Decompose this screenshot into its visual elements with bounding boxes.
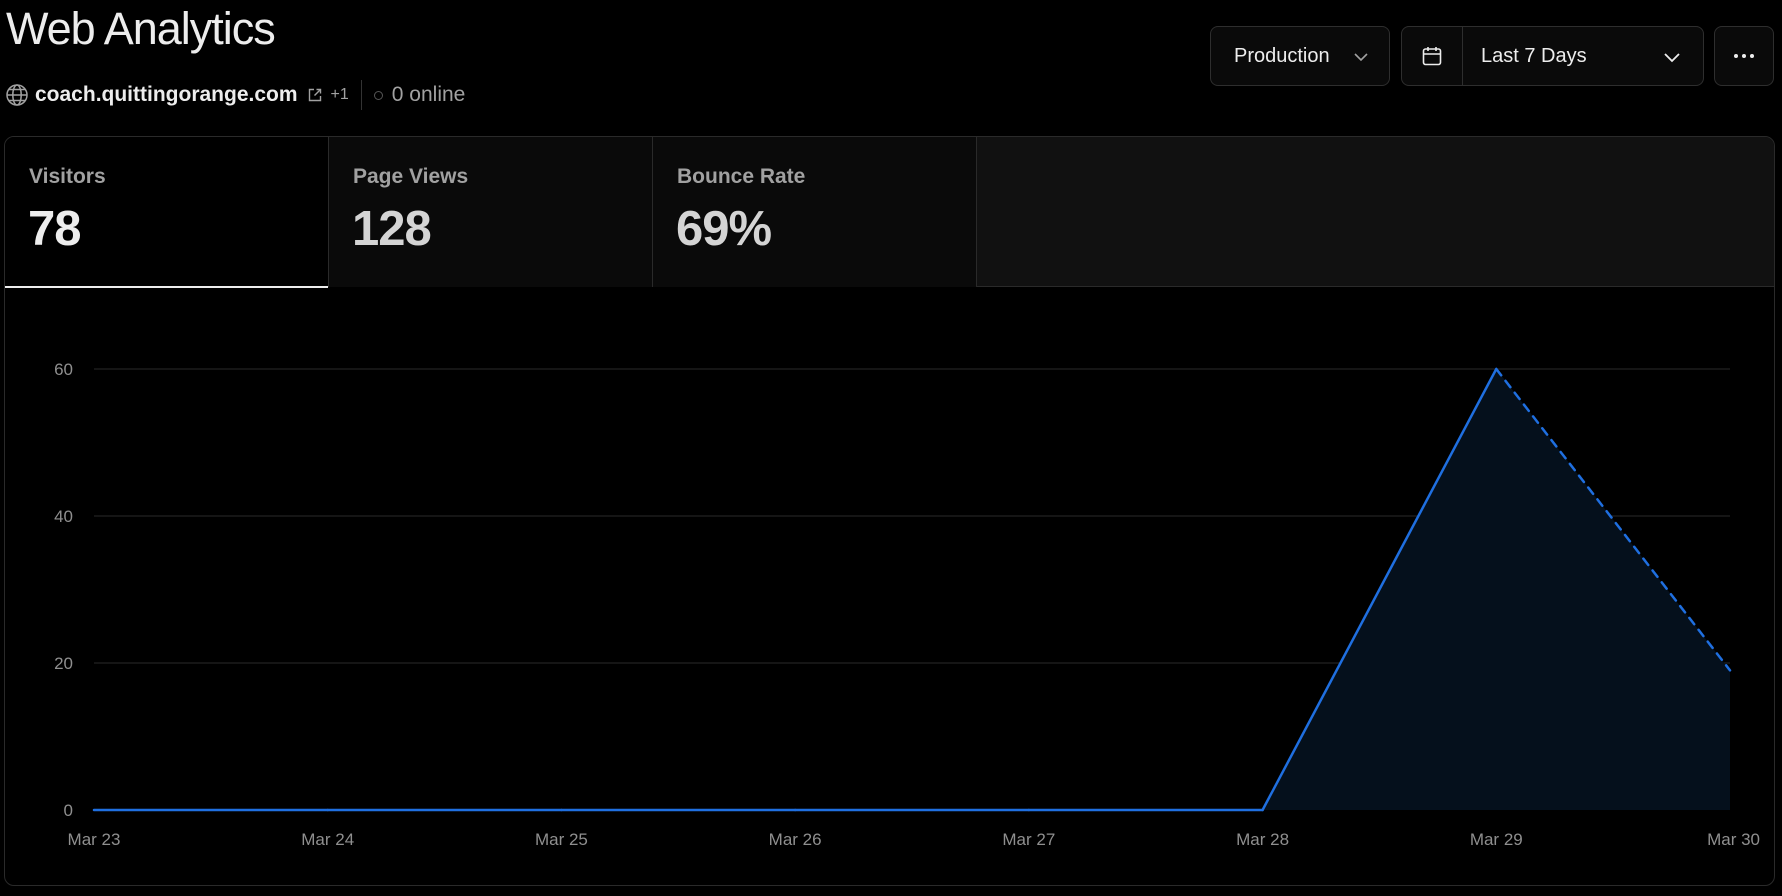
x-tick-label: Mar 27 [1002,830,1055,849]
external-link-icon[interactable] [307,87,323,103]
date-range-select[interactable]: Last 7 Days [1401,26,1704,86]
metric-value: 69% [676,202,772,256]
x-tick-label: Mar 26 [769,830,822,849]
tab-bounce-rate[interactable]: Bounce Rate 69% [653,137,977,287]
area-fill [1262,369,1730,810]
site-row: coach.quittingorange.com +1 0 online [5,80,465,110]
calendar-icon [1422,47,1442,66]
chevron-down-icon [1664,53,1680,63]
metric-label: Page Views [353,165,469,188]
x-tick-label: Mar 29 [1470,830,1523,849]
y-tick-label: 60 [54,360,73,379]
metric-value: 78 [28,202,82,256]
more-options-button[interactable] [1714,26,1774,86]
x-tick-label: Mar 23 [68,830,121,849]
online-status-dot-icon [373,90,383,100]
ellipsis-icon [1734,54,1754,58]
environment-label: Production [1234,44,1330,67]
chevron-down-icon [1354,53,1368,62]
globe-icon [6,84,28,106]
y-tick-label: 0 [64,801,73,820]
date-range-label: Last 7 Days [1481,44,1587,67]
metric-tabs: Visitors 78 Page Views 128 Bounce Rate 6… [5,137,1774,288]
x-tick-label: Mar 25 [535,830,588,849]
visitors-chart: 0 20 40 60 Mar 23 Mar 24 Mar 25 Mar 26 Mar 27 Mar… [54,360,1760,849]
x-tick-label: Mar 28 [1236,830,1289,849]
y-tick-label: 40 [54,507,73,526]
divider [360,80,362,110]
y-tick-label: 20 [54,654,73,673]
calendar-button[interactable] [1402,27,1463,85]
page-title: Web Analytics [6,3,276,54]
extra-domains-count[interactable]: +1 [330,86,349,103]
environment-select[interactable]: Production [1210,26,1390,86]
series-line-segment [1261,367,1498,812]
tab-page-views[interactable]: Page Views 128 [329,137,653,287]
x-tick-label: Mar 24 [301,830,354,849]
metric-value: 128 [352,202,432,256]
analytics-panel: Visitors 78 Page Views 128 Bounce Rate 6… [4,136,1775,886]
online-count: 0 online [391,83,466,106]
metric-label: Visitors [29,165,106,188]
metric-label: Bounce Rate [677,165,806,188]
tab-visitors[interactable]: Visitors 78 [5,137,329,288]
x-tick-label: Mar 30 [1707,830,1760,849]
series-line-segment-dashed [1495,367,1732,672]
domain-link[interactable]: coach.quittingorange.com [35,83,298,106]
